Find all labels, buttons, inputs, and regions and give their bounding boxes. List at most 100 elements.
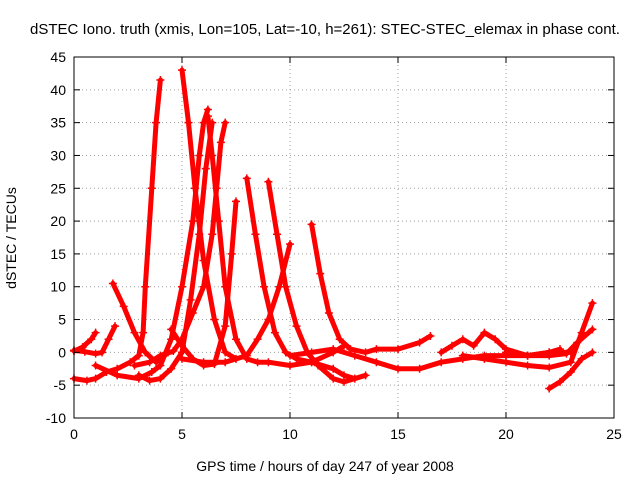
data-point bbox=[232, 197, 240, 206]
data-point bbox=[111, 322, 120, 331]
data-point bbox=[281, 282, 290, 291]
data-point bbox=[458, 351, 467, 360]
chart-title: dSTEC Iono. truth (xmis, Lon=105, Lat=-1… bbox=[30, 21, 620, 38]
data-point bbox=[201, 164, 210, 173]
data-point bbox=[523, 351, 532, 360]
data-point bbox=[178, 335, 186, 344]
data-point bbox=[242, 174, 251, 183]
data-point bbox=[167, 335, 176, 344]
data-point bbox=[108, 279, 117, 288]
data-point bbox=[147, 368, 156, 377]
data-point bbox=[214, 217, 223, 226]
data-point bbox=[372, 345, 381, 354]
data-point bbox=[227, 249, 236, 258]
data-point bbox=[186, 295, 195, 304]
data-point bbox=[178, 282, 186, 291]
data-point bbox=[91, 328, 100, 337]
data-point bbox=[152, 118, 161, 127]
series-arc-19 bbox=[545, 348, 597, 393]
data-point bbox=[458, 335, 467, 344]
series-arc-2 bbox=[70, 322, 120, 358]
data-point bbox=[316, 269, 325, 278]
data-point bbox=[545, 351, 554, 360]
data-point bbox=[264, 315, 273, 324]
y-tick-label: 15 bbox=[50, 246, 66, 262]
data-point bbox=[156, 374, 165, 383]
data-point bbox=[437, 348, 446, 357]
data-point bbox=[156, 361, 165, 370]
data-point bbox=[273, 230, 282, 239]
plot-frame bbox=[73, 56, 615, 419]
data-point bbox=[329, 364, 338, 373]
data-point bbox=[426, 331, 435, 340]
data-point bbox=[251, 230, 260, 239]
data-point bbox=[167, 325, 176, 334]
y-tick-label: 40 bbox=[50, 82, 66, 98]
series-band bbox=[110, 280, 168, 365]
data-point bbox=[242, 351, 251, 360]
y-tick-label: -5 bbox=[54, 377, 67, 393]
data-point bbox=[145, 358, 154, 367]
data-point bbox=[394, 364, 402, 373]
data-point bbox=[335, 335, 344, 344]
data-point bbox=[329, 374, 338, 383]
data-point bbox=[260, 282, 269, 291]
x-tick-label: 25 bbox=[606, 426, 622, 442]
data-point bbox=[113, 371, 122, 380]
data-point bbox=[588, 325, 597, 334]
series-arc-18 bbox=[502, 325, 597, 360]
data-point bbox=[480, 354, 489, 363]
data-point bbox=[588, 348, 597, 357]
data-point bbox=[184, 118, 193, 127]
x-tick-label: 5 bbox=[178, 426, 186, 442]
series-layer bbox=[70, 66, 597, 393]
y-tick-label: 10 bbox=[50, 279, 66, 295]
data-point bbox=[253, 335, 262, 344]
data-point bbox=[216, 138, 225, 147]
y-tick-label: 0 bbox=[58, 344, 66, 360]
data-point bbox=[577, 354, 586, 363]
data-point bbox=[195, 151, 204, 160]
data-point bbox=[394, 345, 402, 354]
data-point bbox=[469, 341, 478, 350]
data-point bbox=[502, 348, 510, 357]
data-point bbox=[253, 358, 262, 367]
data-point bbox=[169, 347, 178, 356]
y-tick-label: 45 bbox=[50, 49, 66, 65]
data-point bbox=[545, 384, 554, 393]
series-arc-10 bbox=[130, 118, 230, 370]
data-point bbox=[82, 376, 91, 385]
data-point bbox=[178, 354, 186, 363]
data-point bbox=[573, 338, 582, 347]
data-point bbox=[350, 351, 359, 360]
data-point bbox=[190, 184, 199, 193]
data-point bbox=[588, 299, 597, 308]
data-point bbox=[361, 348, 370, 357]
data-point bbox=[286, 361, 294, 370]
x-tick-label: 15 bbox=[390, 426, 406, 442]
data-point bbox=[188, 217, 197, 226]
data-point bbox=[221, 322, 230, 331]
y-tick-label: 25 bbox=[50, 180, 66, 196]
data-point bbox=[188, 308, 197, 317]
y-tick-label: 20 bbox=[50, 213, 66, 229]
data-point bbox=[199, 282, 208, 291]
data-point bbox=[448, 341, 456, 350]
data-point bbox=[221, 348, 230, 357]
data-point bbox=[104, 335, 113, 344]
data-point bbox=[178, 66, 186, 75]
data-point bbox=[208, 151, 217, 160]
x-axis-label: GPS time / hours of day 247 of year 2008 bbox=[196, 458, 454, 474]
data-point bbox=[545, 363, 554, 372]
series-arc-14 bbox=[307, 220, 435, 357]
data-point bbox=[566, 368, 575, 377]
data-point bbox=[314, 361, 323, 370]
y-tick-label: 35 bbox=[50, 115, 66, 131]
data-point bbox=[307, 220, 316, 229]
data-point bbox=[264, 177, 273, 186]
data-point bbox=[199, 358, 208, 367]
data-point bbox=[141, 348, 150, 357]
data-point bbox=[324, 308, 333, 317]
data-point bbox=[264, 358, 273, 367]
